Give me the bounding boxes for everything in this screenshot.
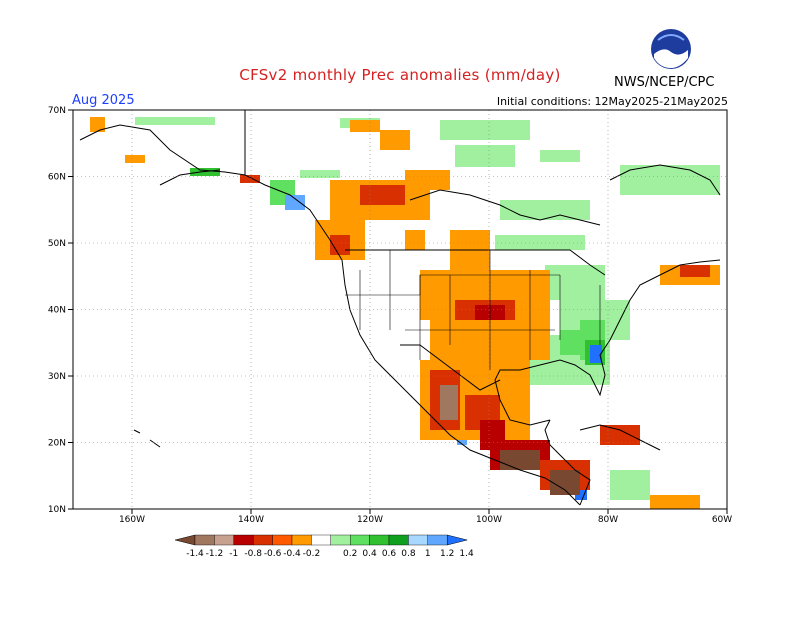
colorbar-swatch <box>233 534 254 546</box>
valid-month: Aug 2025 <box>72 93 135 108</box>
colorbar-swatch <box>272 534 293 546</box>
lat-label: 10N <box>48 505 66 515</box>
lon-label: 60W <box>712 515 732 525</box>
colorbar-swatch <box>369 534 390 546</box>
colorbar-label: 0.6 <box>382 549 397 559</box>
colorbar-swatch <box>408 534 428 546</box>
colorbar-label: 1 <box>425 549 431 559</box>
colorbar-arrow-left <box>174 534 196 546</box>
colorbar-label: 0.8 <box>401 549 416 559</box>
colorbar-swatch <box>194 534 215 546</box>
coastlines <box>79 110 721 506</box>
axis-ticks <box>68 109 728 514</box>
colorbar-label: -0.2 <box>303 549 321 559</box>
lat-label: 70N <box>48 106 66 116</box>
colorbar-label: -0.4 <box>283 549 301 559</box>
colorbar: -1.4 -1.2 -1 -0.8 -0.6 -0.4 -0.2 0.2 0.4 0.6 0.8 1 1… <box>174 534 474 559</box>
lon-label: 80W <box>598 515 618 525</box>
colorbar-label: -1.4 <box>186 549 204 559</box>
lat-label: 60N <box>48 173 66 183</box>
colorbar-swatch <box>311 534 331 546</box>
map-title: CFSv2 monthly Prec anomalies (mm/day) <box>239 66 561 84</box>
colorbar-arrow-right <box>446 534 468 546</box>
colorbar-swatch <box>330 534 351 546</box>
anomaly-shading <box>90 117 720 509</box>
colorbar-swatch <box>252 534 273 546</box>
graticule <box>73 110 727 509</box>
colorbar-swatch <box>350 534 370 546</box>
state-borders <box>345 250 601 370</box>
lat-label: 40N <box>48 306 66 316</box>
colorbar-label: -1 <box>229 549 238 559</box>
initial-conditions: Initial conditions: 12May2025-21May2025 <box>496 95 728 108</box>
colorbar-label: 1.2 <box>440 549 454 559</box>
colorbar-label: -0.6 <box>264 549 282 559</box>
colorbar-swatch <box>427 534 448 546</box>
colorbar-label: 0.4 <box>362 549 377 559</box>
colorbar-label: -1.2 <box>206 549 224 559</box>
map-area <box>73 110 727 509</box>
colorbar-swatch <box>291 534 312 546</box>
lon-label: 100W <box>476 515 502 525</box>
lon-label: 120W <box>357 515 383 525</box>
agency-label: NWS/NCEP/CPC <box>614 75 715 90</box>
lon-label: 160W <box>119 515 145 525</box>
lat-label: 30N <box>48 372 66 382</box>
colorbar-swatch <box>214 534 234 546</box>
lon-label: 140W <box>238 515 264 525</box>
colorbar-swatch <box>388 534 409 546</box>
colorbar-label: 1.4 <box>459 549 474 559</box>
noaa-logo <box>650 28 692 74</box>
lat-label: 50N <box>48 239 66 249</box>
colorbar-label: -0.8 <box>244 549 262 559</box>
colorbar-label: 0.2 <box>343 549 357 559</box>
lat-label: 20N <box>48 439 66 449</box>
